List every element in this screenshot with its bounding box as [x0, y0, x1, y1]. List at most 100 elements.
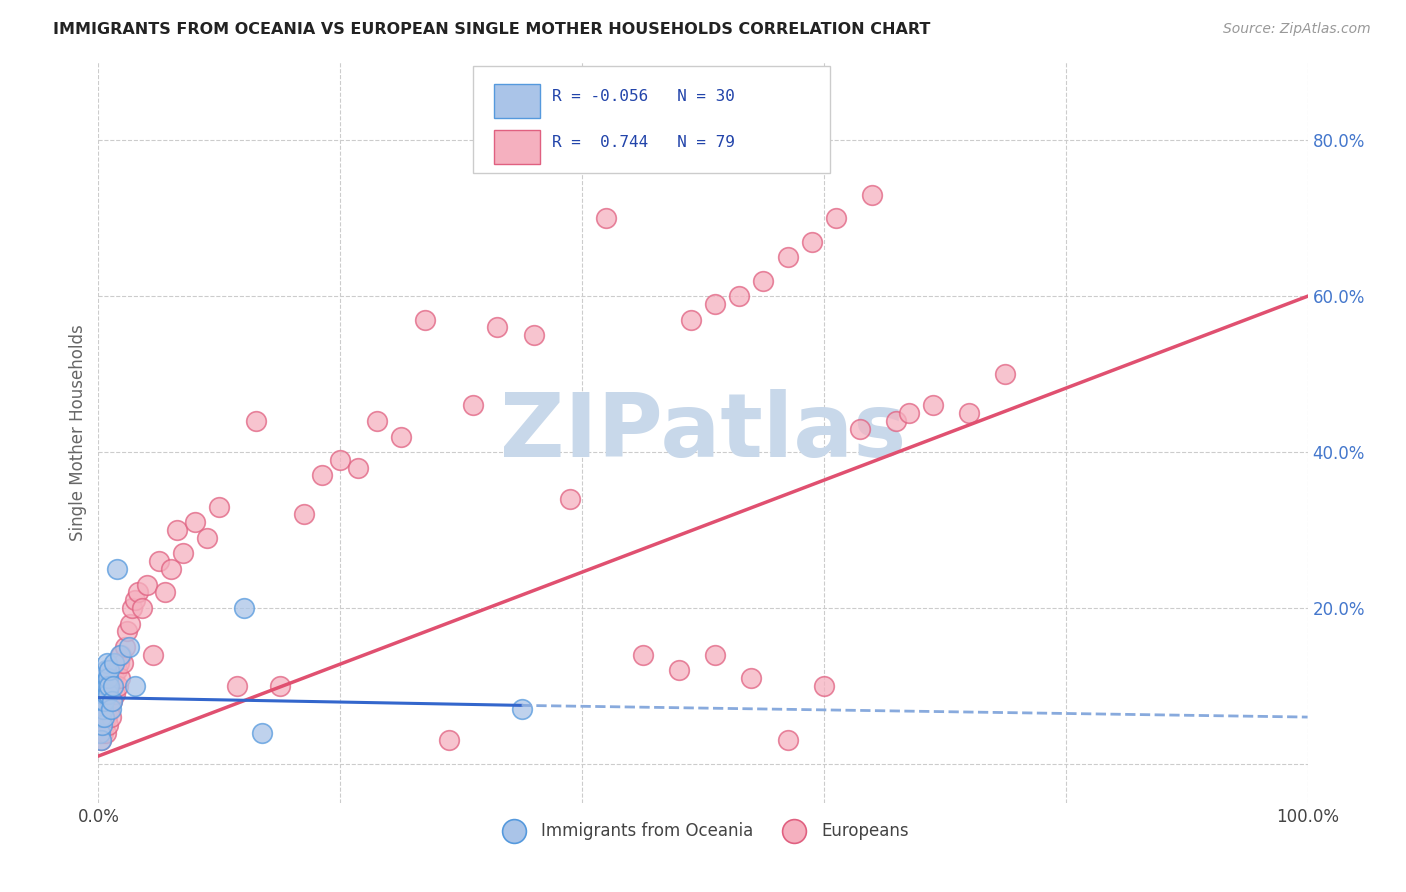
Point	[97, 671, 120, 685]
Point	[91, 710, 114, 724]
Point	[94, 687, 117, 701]
Point	[97, 687, 120, 701]
Legend: Immigrants from Oceania, Europeans: Immigrants from Oceania, Europeans	[491, 815, 915, 847]
Point	[94, 663, 117, 677]
Point	[486, 320, 509, 334]
FancyBboxPatch shape	[474, 66, 830, 173]
Point	[413, 312, 436, 326]
Point	[114, 640, 136, 654]
Point	[142, 648, 165, 662]
Point	[91, 679, 114, 693]
Point	[437, 733, 460, 747]
Point	[91, 671, 114, 685]
Point	[957, 406, 980, 420]
Point	[523, 328, 546, 343]
Point	[91, 725, 114, 739]
Point	[800, 235, 823, 249]
Point	[100, 687, 122, 701]
Bar	[494, 84, 540, 118]
Point	[813, 679, 835, 693]
Point	[91, 718, 114, 732]
Point	[98, 679, 121, 693]
Point	[89, 725, 111, 739]
Point	[93, 694, 115, 708]
Point	[510, 702, 533, 716]
Y-axis label: Single Mother Households: Single Mother Households	[69, 325, 87, 541]
Point	[921, 398, 943, 412]
Point	[107, 679, 129, 693]
Point	[704, 648, 727, 662]
Point	[269, 679, 291, 693]
Point	[121, 601, 143, 615]
Point	[101, 679, 124, 693]
Text: R =  0.744   N = 79: R = 0.744 N = 79	[551, 136, 735, 151]
Point	[96, 656, 118, 670]
Point	[558, 491, 581, 506]
Point	[91, 702, 114, 716]
Point	[94, 702, 117, 716]
Point	[389, 429, 412, 443]
Point	[104, 687, 127, 701]
Point	[94, 725, 117, 739]
Point	[93, 694, 115, 708]
Point	[108, 648, 131, 662]
Point	[91, 718, 114, 732]
Text: Source: ZipAtlas.com: Source: ZipAtlas.com	[1223, 22, 1371, 37]
Point	[184, 515, 207, 529]
Point	[90, 710, 112, 724]
Point	[101, 679, 124, 693]
Point	[148, 554, 170, 568]
Point	[704, 297, 727, 311]
Point	[153, 585, 176, 599]
Point	[91, 687, 114, 701]
Point	[131, 601, 153, 615]
Point	[93, 710, 115, 724]
Point	[172, 546, 194, 560]
Point	[118, 640, 141, 654]
Point	[91, 694, 114, 708]
Point	[93, 718, 115, 732]
Point	[292, 508, 315, 522]
Point	[631, 648, 654, 662]
Point	[226, 679, 249, 693]
Point	[90, 733, 112, 747]
Point	[103, 671, 125, 685]
Point	[860, 188, 883, 202]
Bar	[494, 130, 540, 163]
Point	[668, 663, 690, 677]
Point	[160, 562, 183, 576]
Point	[195, 531, 218, 545]
Point	[208, 500, 231, 514]
Point	[135, 577, 157, 591]
Point	[347, 460, 370, 475]
Text: R = -0.056   N = 30: R = -0.056 N = 30	[551, 89, 735, 104]
Point	[124, 593, 146, 607]
Point	[245, 414, 267, 428]
Point	[127, 585, 149, 599]
Point	[679, 312, 702, 326]
Point	[825, 211, 848, 226]
Point	[91, 702, 114, 716]
Point	[100, 694, 122, 708]
Point	[96, 679, 118, 693]
Point	[595, 211, 617, 226]
Point	[118, 616, 141, 631]
Point	[366, 414, 388, 428]
Point	[250, 725, 273, 739]
Text: IMMIGRANTS FROM OCEANIA VS EUROPEAN SINGLE MOTHER HOUSEHOLDS CORRELATION CHART: IMMIGRANTS FROM OCEANIA VS EUROPEAN SING…	[53, 22, 931, 37]
Point	[100, 702, 122, 716]
Point	[728, 289, 751, 303]
Point	[108, 671, 131, 685]
Point	[311, 468, 333, 483]
Point	[994, 367, 1017, 381]
Point	[98, 663, 121, 677]
Point	[105, 663, 128, 677]
Point	[105, 562, 128, 576]
Point	[740, 671, 762, 685]
Point	[776, 733, 799, 747]
Point	[103, 656, 125, 670]
Point	[329, 453, 352, 467]
Point	[96, 710, 118, 724]
Point	[98, 702, 121, 716]
Point	[463, 398, 485, 412]
